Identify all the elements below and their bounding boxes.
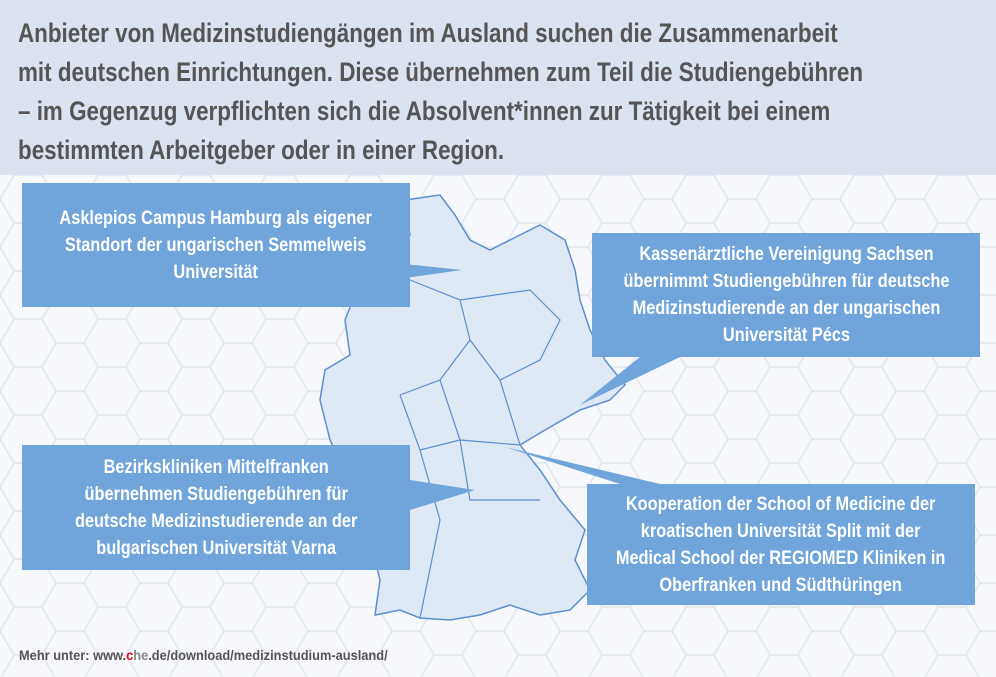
callout-pointer [580, 357, 680, 405]
footer-suffix: .de/download/medizinstudium-ausland/ [148, 648, 388, 663]
callout-text: Bezirkskliniken Mittelfranken übernehmen… [74, 456, 358, 559]
callout-regiomed: Kooperation der School of Medicine der k… [587, 484, 975, 605]
callout-sachsen: Kassenärztliche Vereinigung Sachsen über… [592, 233, 980, 357]
brand-he: he [133, 648, 149, 663]
header-banner: Anbieter von Medizinstudiengängen im Aus… [0, 0, 996, 175]
callout-hamburg: Asklepios Campus Hamburg als eigener Sta… [22, 183, 410, 307]
callout-text: Kassenärztliche Vereinigung Sachsen über… [623, 244, 949, 346]
callout-text: Asklepios Campus Hamburg als eigener Sta… [59, 207, 373, 283]
callout-text: Kooperation der School of Medicine der k… [616, 493, 946, 596]
callout-pointer [505, 447, 660, 484]
callout-pointer [410, 480, 475, 510]
footer-prefix: Mehr unter: www. [19, 648, 127, 663]
source-link[interactable]: Mehr unter: www.che.de/download/medizins… [19, 648, 388, 663]
state-borders [384, 269, 561, 619]
headline: Anbieter von Medizinstudiengängen im Aus… [18, 18, 864, 165]
brand-c: c [126, 648, 134, 663]
callout-mittelfranken: Bezirkskliniken Mittelfranken übernehmen… [22, 445, 410, 570]
